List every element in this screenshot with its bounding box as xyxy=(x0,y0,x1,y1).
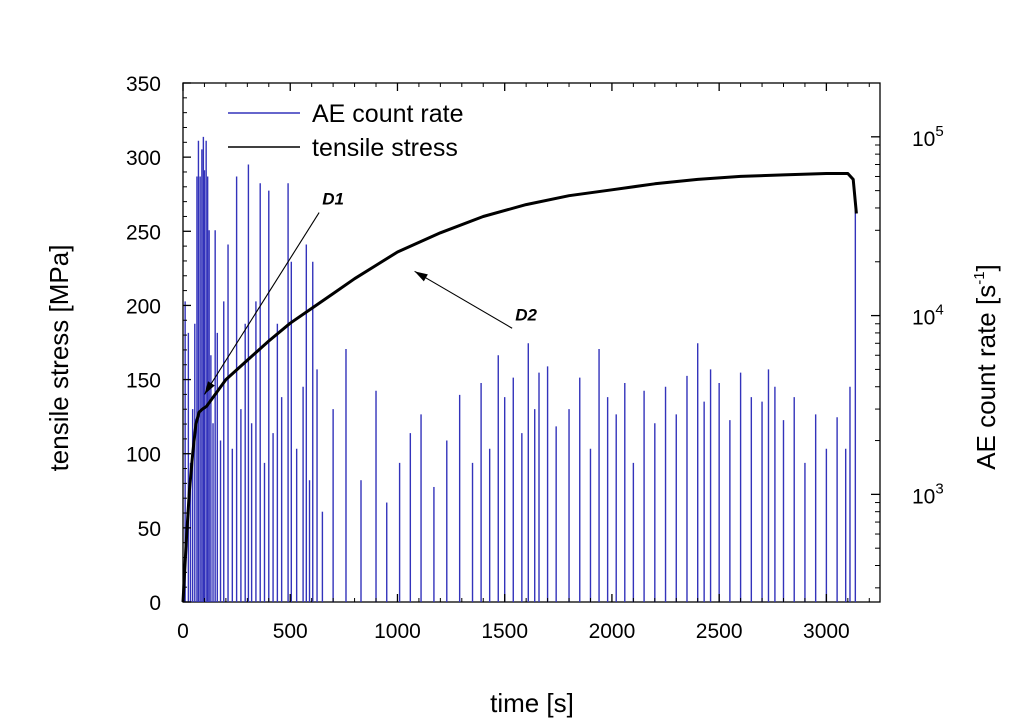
y-right-title-close: ] xyxy=(971,264,1001,271)
y-left-tick-label: 200 xyxy=(126,295,161,318)
annotation-arrow-head xyxy=(204,381,215,395)
y-left-tick-labels: 0 50 100 150 200 250 300 350 xyxy=(126,73,161,615)
y-left-tick-label: 0 xyxy=(149,592,161,615)
y-left-tick-label: 300 xyxy=(126,147,161,170)
annotation-label: D1 xyxy=(322,190,344,209)
legend-label-ae: AE count rate xyxy=(312,100,463,128)
annotation-arrow-line xyxy=(414,270,513,329)
y-left-tick-label: 50 xyxy=(138,518,161,541)
x-tick-label: 3000 xyxy=(803,620,850,643)
y-right-tick-label: 103 xyxy=(912,480,944,508)
y-right-axis-title: AE count rate [s-1] xyxy=(971,264,1001,470)
x-tick-labels: 0 500 1000 1500 2000 2500 3000 xyxy=(177,620,850,643)
y-left-tick-label: 150 xyxy=(126,370,161,393)
x-tick-label: 0 xyxy=(177,620,189,643)
x-tick-label: 2000 xyxy=(589,620,636,643)
annotation-arrow-line xyxy=(203,212,320,395)
tensile-stress-series xyxy=(181,172,858,603)
x-tick-label: 500 xyxy=(273,620,308,643)
annotations: D1 D2 xyxy=(203,190,538,395)
annotation-label: D2 xyxy=(515,305,537,324)
plot-frame xyxy=(182,82,881,603)
y-right-tick-label: 104 xyxy=(912,302,944,330)
x-axis-title: time [s] xyxy=(490,688,574,718)
legend: AE count rate tensile stress xyxy=(228,100,463,162)
y-left-tick-label: 250 xyxy=(126,221,161,244)
x-tick-label: 1000 xyxy=(374,620,421,643)
y-left-tick-label: 100 xyxy=(126,444,161,467)
axis-ticks xyxy=(182,82,880,603)
x-tick-label: 2500 xyxy=(696,620,743,643)
y-right-tick-label: 105 xyxy=(912,123,944,151)
y-right-title-base: AE count rate [s xyxy=(971,285,1001,470)
y-left-tick-label: 350 xyxy=(126,73,161,96)
stress-line xyxy=(181,172,858,603)
x-tick-label: 1500 xyxy=(481,620,528,643)
y-left-axis-title: tensile stress [MPa] xyxy=(44,245,74,472)
legend-label-stress: tensile stress xyxy=(312,134,458,162)
y-right-title-sup: -1 xyxy=(971,271,988,284)
annotation-arrow-head xyxy=(414,271,428,282)
y-right-tick-labels: 103 104 105 xyxy=(912,123,944,509)
